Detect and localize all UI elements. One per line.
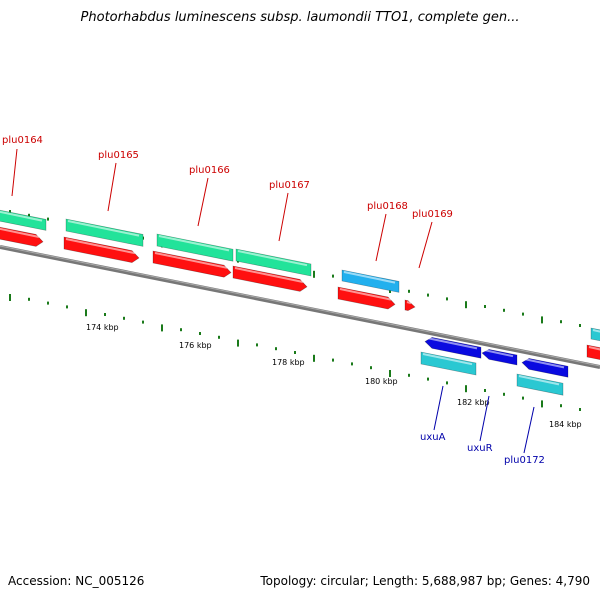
cds-feature-plu0172 bbox=[521, 358, 569, 378]
scale-label: 178 kbp bbox=[272, 358, 305, 367]
accession-label: Accession: NC_005126 bbox=[8, 574, 145, 588]
cds-feature-plu0167-shine bbox=[234, 267, 304, 283]
gene-feature-plu0165 bbox=[65, 218, 144, 247]
gene-label-leader bbox=[11, 148, 18, 197]
gene-feature-plu0168 bbox=[341, 269, 400, 293]
scale-label: 174 kbp bbox=[86, 323, 119, 332]
gene-feature-plu0167-shine bbox=[237, 250, 308, 267]
gene-label-leader bbox=[418, 221, 433, 269]
gene-label-plu0164: plu0164 bbox=[2, 135, 43, 146]
gene-label-leader bbox=[107, 162, 117, 212]
gene-label-plu0165: plu0165 bbox=[98, 150, 139, 161]
gene-feature-plu0165-shine bbox=[67, 220, 140, 237]
gene-feature-plu0166 bbox=[156, 233, 234, 262]
gene-label-leader bbox=[523, 406, 535, 454]
gene-feature-uxua bbox=[420, 351, 477, 376]
gene-feature-plu0172-shine bbox=[518, 375, 560, 386]
cds-feature-uxur bbox=[481, 349, 518, 366]
gene-label-uxur: uxuR bbox=[467, 443, 493, 454]
cds-feature-uxua bbox=[424, 337, 482, 359]
scale-label: 176 kbp bbox=[179, 341, 212, 350]
cds-feature-uxur-shine bbox=[483, 349, 514, 358]
scale-label: 180 kbp bbox=[365, 377, 398, 386]
map-title: Photorhabdus luminescens subsp. laumondi… bbox=[80, 10, 520, 25]
gene-label-leader bbox=[479, 395, 490, 442]
gene-feature-plu0166-shine bbox=[158, 235, 230, 252]
gene-label-leader bbox=[433, 385, 444, 431]
genome-summary: Topology: circular; Length: 5,688,987 bp… bbox=[260, 574, 590, 588]
gene-feature-plu0172 bbox=[516, 373, 564, 396]
scale-label: 182 kbp bbox=[457, 398, 490, 407]
cds-feature-plu0165-shine bbox=[65, 238, 136, 255]
gene-label-leader bbox=[278, 192, 289, 242]
cds-feature-plu0164-shine bbox=[0, 227, 40, 238]
gene-label-plu0172: plu0172 bbox=[504, 455, 545, 466]
scale-label: 184 kbp bbox=[549, 420, 582, 429]
cds-feature-plu0168-shine bbox=[339, 288, 392, 301]
gene-feature-plu0168-shine bbox=[343, 271, 396, 284]
gene-label-plu0169: plu0169 bbox=[412, 209, 453, 220]
gene-feature-uxua-shine bbox=[422, 353, 473, 366]
gene-label-leader bbox=[375, 213, 387, 262]
cds-feature-uxua-shine bbox=[426, 337, 478, 350]
cds-feature-plu0166-shine bbox=[154, 252, 228, 269]
gene-label-plu0167: plu0167 bbox=[269, 180, 310, 191]
gene-label-plu0168: plu0168 bbox=[367, 201, 408, 212]
cds-feature-plu0172-shine bbox=[523, 358, 565, 369]
cds-feature-plu0169 bbox=[404, 299, 416, 311]
genome-backbone-highlight bbox=[0, 245, 600, 367]
genome-backbone bbox=[0, 245, 600, 369]
gene-label-leader bbox=[197, 177, 209, 227]
cds-feature-next-shine bbox=[588, 346, 600, 351]
gene-label-uxua: uxuA bbox=[420, 432, 446, 443]
cds-feature-plu0169-shine bbox=[406, 301, 412, 305]
gene-feature-plu0167 bbox=[235, 248, 312, 277]
gene-label-plu0166: plu0166 bbox=[189, 165, 230, 176]
gene-feature-plu0164-shine bbox=[0, 210, 43, 222]
